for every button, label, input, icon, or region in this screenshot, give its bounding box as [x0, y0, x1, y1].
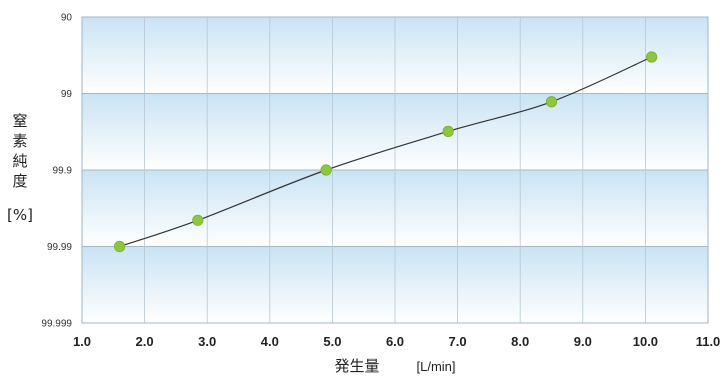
x-axis-unit: [L/min] [416, 359, 455, 374]
y-axis-label: 窒 素 純 度 [%] [7, 112, 33, 224]
y-tick-label: 99.9 [53, 166, 73, 177]
x-tick-labels: 1.0 2.0 3.0 4.0 5.0 6.0 7.0 8.0 9.0 10.0 11.0 [73, 334, 720, 349]
y-tick-labels: 90 99 99.9 99.99 99.999 [41, 13, 72, 330]
data-point [192, 214, 204, 226]
x-tick-label: 10.0 [633, 334, 658, 349]
data-points [113, 51, 658, 253]
data-point [442, 125, 454, 137]
x-tick-label: 1.0 [73, 334, 91, 349]
data-point [320, 164, 332, 176]
y-label-char: 度 [12, 172, 27, 190]
x-tick-label: 9.0 [574, 334, 592, 349]
x-tick-label: 3.0 [198, 334, 216, 349]
data-point [545, 96, 558, 108]
data-point [646, 51, 658, 63]
y-label-char: 純 [12, 152, 27, 170]
x-axis-title: 発生量 [334, 357, 379, 375]
y-axis-unit: [%] [7, 206, 33, 224]
x-tick-label: 5.0 [323, 334, 341, 349]
y-label-char: 素 [12, 132, 27, 150]
x-axis-label: 発生量 [L/min] [334, 357, 455, 375]
data-point [113, 240, 126, 253]
grid-lines [82, 17, 708, 323]
x-tick-label: 2.0 [136, 334, 154, 349]
x-tick-label: 4.0 [261, 334, 279, 349]
x-tick-label: 7.0 [449, 334, 467, 349]
x-tick-label: 11.0 [696, 334, 721, 349]
y-tick-label: 99 [61, 89, 73, 100]
x-tick-label: 6.0 [386, 334, 404, 349]
y-tick-label: 99.999 [41, 319, 72, 330]
y-tick-label: 99.99 [47, 242, 72, 253]
x-tick-label: 8.0 [511, 334, 529, 349]
y-tick-label: 90 [61, 13, 73, 24]
y-label-char: 窒 [12, 112, 27, 130]
